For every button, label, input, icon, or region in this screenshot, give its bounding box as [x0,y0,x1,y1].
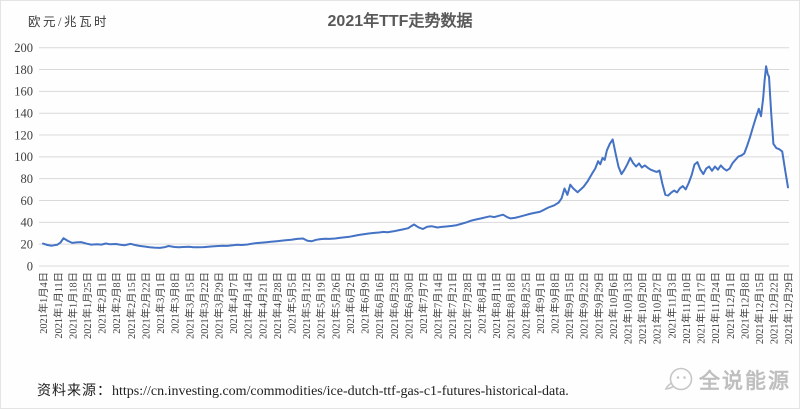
svg-text:2021年6月9日: 2021年6月9日 [359,272,372,334]
svg-text:2021年1月4日: 2021年1月4日 [37,272,50,334]
svg-text:2021年2月1日: 2021年2月1日 [96,272,109,334]
svg-text:2021年8月25日: 2021年8月25日 [519,272,532,339]
svg-text:2021年12月15日: 2021年12月15日 [753,272,766,344]
svg-text:2021年10月20日: 2021年10月20日 [636,272,649,344]
svg-text:2021年3月1日: 2021年3月1日 [154,272,167,334]
svg-text:2021年7月28日: 2021年7月28日 [461,272,474,339]
svg-text:20: 20 [21,237,34,251]
svg-text:2021年1月11日: 2021年1月11日 [52,272,65,339]
svg-text:180: 180 [14,63,33,77]
svg-text:2021年2月8日: 2021年2月8日 [110,272,123,334]
svg-text:2021年12月8日: 2021年12月8日 [738,272,751,339]
svg-text:2021年6月23日: 2021年6月23日 [388,272,401,339]
svg-text:2021年9月1日: 2021年9月1日 [534,272,547,334]
svg-text:2021年3月22日: 2021年3月22日 [198,272,211,339]
svg-text:2021年6月2日: 2021年6月2日 [344,272,357,334]
svg-text:100: 100 [14,150,33,164]
svg-text:2021年4月7日: 2021年4月7日 [227,272,240,334]
svg-text:2021年9月29日: 2021年9月29日 [592,272,605,339]
svg-text:2021年5月19日: 2021年5月19日 [315,272,328,339]
svg-text:2021年3月15日: 2021年3月15日 [183,272,196,339]
svg-text:2021年11月17日: 2021年11月17日 [695,272,708,344]
svg-text:2021年2月22日: 2021年2月22日 [139,272,152,339]
svg-text:2021年4月14日: 2021年4月14日 [242,272,255,339]
svg-text:2021年10月27日: 2021年10月27日 [651,272,664,344]
svg-text:2021年1月25日: 2021年1月25日 [81,272,94,339]
svg-text:2021年8月11日: 2021年8月11日 [490,272,503,339]
svg-text:140: 140 [14,106,33,120]
svg-text:2021年5月26日: 2021年5月26日 [329,272,342,339]
svg-text:2021年12月29日: 2021年12月29日 [782,272,795,344]
svg-text:2021年11月3日: 2021年11月3日 [665,272,678,339]
svg-text:2021年9月22日: 2021年9月22日 [578,272,591,339]
source-label: 资料来源： [37,384,112,399]
svg-text:2021年10月6日: 2021年10月6日 [607,272,620,339]
svg-text:2021年6月16日: 2021年6月16日 [373,272,386,339]
svg-text:2021年7月14日: 2021年7月14日 [432,272,445,339]
svg-text:2021年3月29日: 2021年3月29日 [212,272,225,339]
svg-text:2021年8月18日: 2021年8月18日 [505,272,518,339]
svg-text:2021年5月12日: 2021年5月12日 [300,272,313,339]
svg-text:2021年1月18日: 2021年1月18日 [66,272,79,339]
svg-text:2021年9月15日: 2021年9月15日 [563,272,576,339]
svg-text:2021年9月8日: 2021年9月8日 [548,272,561,334]
svg-text:2021年2月15日: 2021年2月15日 [125,272,138,339]
svg-text:40: 40 [21,216,34,230]
svg-text:120: 120 [14,128,33,142]
svg-text:2021年12月1日: 2021年12月1日 [724,272,737,339]
svg-text:2021年8月4日: 2021年8月4日 [475,272,488,334]
svg-text:0: 0 [27,259,33,273]
svg-text:2021年11月24日: 2021年11月24日 [709,272,722,344]
svg-text:2021年12月22日: 2021年12月22日 [768,272,781,344]
source-url: https://cn.investing.com/commodities/ice… [112,384,569,399]
svg-text:2021年5月5日: 2021年5月5日 [286,272,299,334]
svg-text:160: 160 [14,85,33,99]
svg-text:200: 200 [14,41,33,55]
svg-text:80: 80 [21,172,34,186]
svg-text:60: 60 [21,194,34,208]
svg-text:2021年10月13日: 2021年10月13日 [622,272,635,344]
source-line: 资料来源：https://cn.investing.com/commoditie… [37,380,569,400]
svg-text:2021年7月7日: 2021年7月7日 [417,272,430,334]
svg-text:2021年4月28日: 2021年4月28日 [271,272,284,339]
y-axis-unit-label: 欧元/兆瓦时 [28,15,109,29]
svg-text:2021年3月8日: 2021年3月8日 [169,272,182,334]
svg-text:2021年11月10日: 2021年11月10日 [680,272,693,344]
svg-text:2021年4月21日: 2021年4月21日 [256,272,269,339]
svg-text:2021年7月21日: 2021年7月21日 [446,272,459,339]
chart-title: 2021年TTF走势数据 [327,13,473,30]
svg-text:2021年6月30日: 2021年6月30日 [402,272,415,339]
